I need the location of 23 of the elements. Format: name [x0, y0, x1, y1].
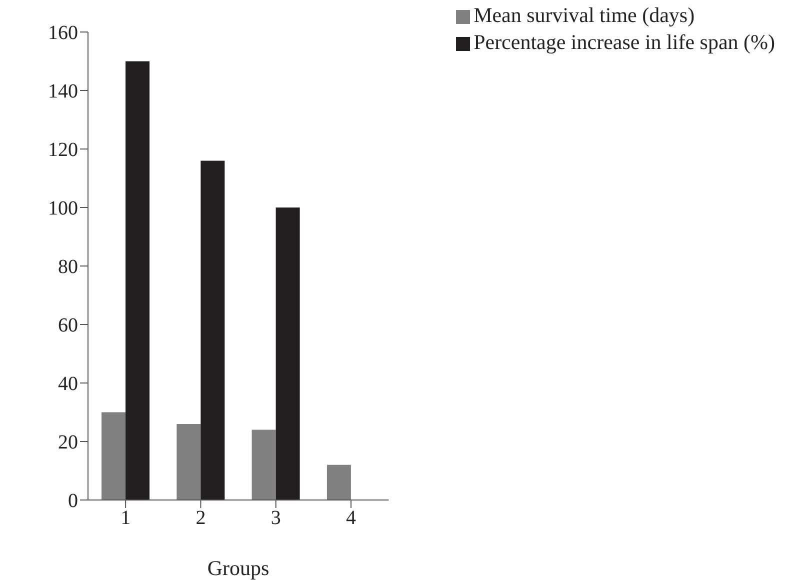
x-tick-label: 4 — [346, 507, 356, 530]
bar — [276, 208, 300, 500]
y-tick-label: 160 — [48, 22, 78, 44]
y-tick-label: 120 — [48, 139, 78, 162]
x-tick-label: 1 — [120, 507, 131, 530]
y-tick-label: 80 — [58, 256, 78, 278]
y-tick-label: 100 — [48, 198, 78, 220]
bar — [126, 61, 150, 500]
bar — [102, 412, 126, 500]
bar — [326, 464, 351, 500]
y-tick-label: 20 — [58, 432, 78, 454]
x-tick-label: 3 — [270, 507, 281, 530]
legend-label: Mean survival time (days) — [474, 3, 695, 27]
y-tick-label: 40 — [58, 373, 78, 396]
bar — [176, 424, 201, 500]
legend-label: Percentage increase in life span (%) — [474, 30, 775, 54]
y-tick-label: 0 — [68, 490, 78, 512]
x-tick-label: 2 — [196, 507, 206, 530]
y-tick-label: 60 — [58, 314, 78, 337]
bar — [200, 160, 225, 500]
y-tick-label: 140 — [48, 80, 78, 103]
bar — [252, 430, 276, 500]
x-axis-title: Groups — [207, 556, 270, 580]
